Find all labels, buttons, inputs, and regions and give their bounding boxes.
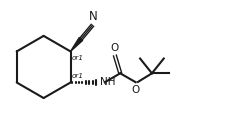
Text: NH: NH [100, 77, 115, 87]
Text: O: O [132, 85, 140, 95]
Text: or1: or1 [72, 55, 84, 61]
Text: N: N [89, 10, 98, 23]
Polygon shape [70, 38, 83, 51]
Text: O: O [111, 43, 119, 53]
Text: or1: or1 [72, 73, 84, 79]
